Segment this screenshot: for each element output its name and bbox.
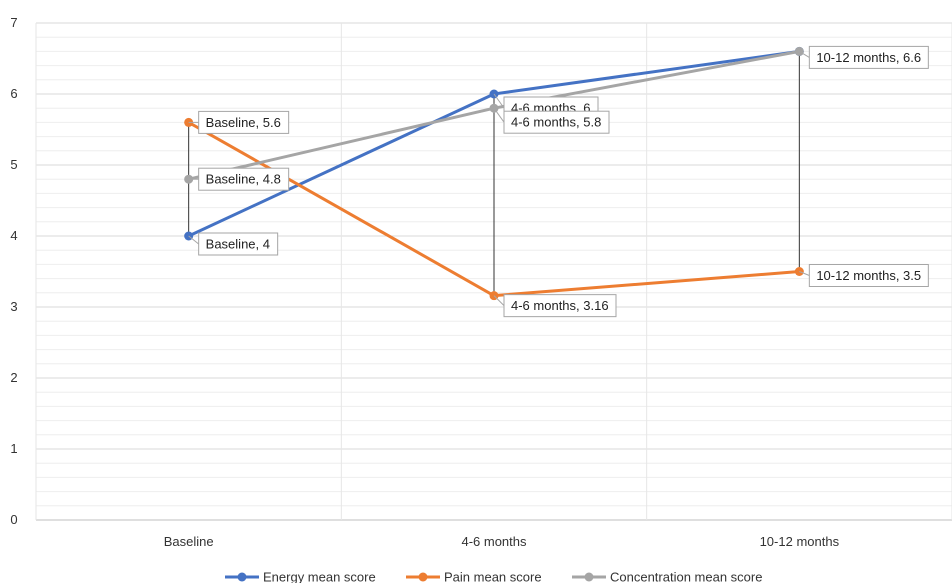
legend-label: Energy mean score (263, 570, 376, 583)
data-label-box (198, 110, 290, 134)
data-label-box (808, 45, 929, 69)
data-label-box (503, 294, 617, 318)
legend-item: Energy mean score (225, 570, 376, 583)
data-label-leader (493, 93, 505, 109)
data-label-leader (188, 235, 199, 245)
data-label-box (198, 167, 290, 191)
legend-item: Pain mean score (406, 570, 542, 583)
category-gridlines (35, 23, 952, 520)
x-tick-label: 10-12 months (760, 534, 840, 549)
data-label-text: 4-6 months, 5.8 (511, 115, 601, 130)
data-label-text: Baseline, 5.6 (206, 115, 281, 130)
x-tick-label: 4-6 months (461, 534, 527, 549)
data-label-leader (493, 295, 505, 306)
data-label-text: 4-6 months, 3.16 (511, 298, 609, 313)
data-label-leader (493, 107, 505, 123)
data-label-text: Baseline, 4 (206, 237, 270, 252)
data-label-text: Baseline, 4.8 (206, 172, 281, 187)
data-label: 4-6 months, 5.8 (493, 107, 610, 134)
legend: Energy mean score Pain mean score Concentr… (225, 570, 762, 583)
data-label-leader (799, 50, 810, 58)
data-label: 10-12 months, 6.6 (799, 45, 929, 69)
data-label: 4-6 months, 3.16 (493, 294, 617, 318)
legend-marker (584, 572, 594, 582)
y-tick-label: 1 (10, 441, 17, 456)
y-tick-label: 6 (10, 86, 17, 101)
legend-label: Concentration mean score (610, 570, 762, 583)
data-label-leader (799, 271, 810, 276)
y-tick-label: 0 (10, 512, 17, 527)
y-tick-label: 5 (10, 157, 17, 172)
data-label: Baseline, 5.6 (188, 110, 290, 134)
data-label-text: 10-12 months, 3.5 (816, 268, 921, 283)
data-label-text: 10-12 months, 6.6 (816, 50, 921, 65)
y-tick-label: 3 (10, 299, 17, 314)
data-label: 10-12 months, 3.5 (799, 264, 929, 287)
data-label-box (503, 110, 610, 134)
x-tick-label: Baseline (164, 534, 214, 549)
legend-marker (418, 572, 428, 582)
y-tick-label: 2 (10, 370, 17, 385)
data-label: Baseline, 4.8 (188, 167, 290, 191)
y-tick-label: 4 (10, 228, 17, 243)
legend-label: Pain mean score (444, 570, 542, 583)
y-tick-label: 7 (10, 15, 17, 30)
data-label-box (198, 232, 279, 256)
x-axis: Baseline 4-6 months 10-12 months (164, 534, 840, 549)
data-label-box (808, 264, 929, 287)
legend-marker (237, 572, 247, 582)
legend-item: Concentration mean score (572, 570, 762, 583)
y-axis: 0 1 2 3 4 5 6 7 (10, 15, 17, 527)
data-label: Baseline, 4 (188, 232, 279, 256)
